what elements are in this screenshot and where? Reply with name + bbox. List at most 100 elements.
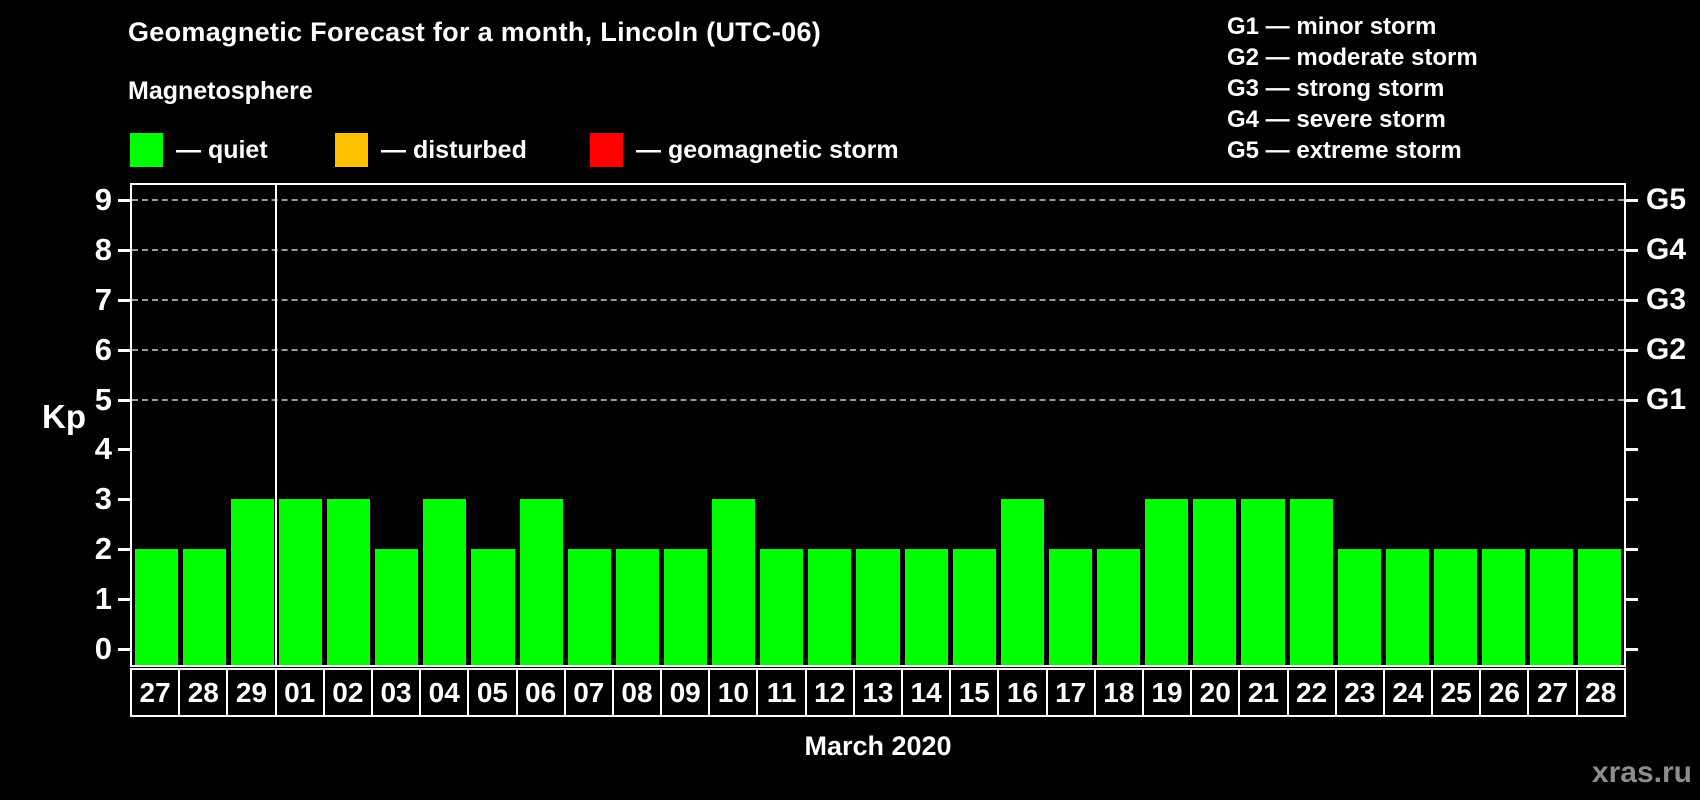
storm-scale-legend-line: G5 — extreme storm bbox=[1227, 137, 1462, 164]
kp-bar-day-27 bbox=[134, 549, 178, 665]
day-label: 13 bbox=[855, 670, 903, 715]
kp-bar-day-28 bbox=[1578, 549, 1622, 665]
legend-item-label: — geomagnetic storm bbox=[636, 135, 899, 164]
kp-bar-day-29 bbox=[230, 499, 274, 665]
gridline-kp9 bbox=[132, 198, 1624, 201]
right-axis-tick bbox=[1626, 248, 1638, 252]
kp-bar-day-13 bbox=[856, 549, 900, 665]
legend-item-disturbed: — disturbed bbox=[335, 132, 527, 168]
kp-bar-day-17 bbox=[1048, 549, 1093, 665]
day-label: 04 bbox=[421, 670, 470, 715]
day-label: 27 bbox=[132, 670, 181, 715]
day-label: 18 bbox=[1096, 670, 1144, 715]
kp-bar-day-24 bbox=[1385, 549, 1429, 665]
gridline-kp7 bbox=[132, 298, 1624, 301]
day-label: 11 bbox=[758, 670, 807, 715]
quiet-color-swatch bbox=[130, 133, 163, 167]
kp-bar-day-02 bbox=[327, 499, 371, 665]
y-axis-tick bbox=[118, 598, 130, 602]
legend-item-label: — quiet bbox=[176, 135, 268, 164]
x-axis-day-labels: 27 28 29 01 02 03 04 05 06 07 08 09 10 11 12 13 14 15 16 17… bbox=[130, 668, 1626, 717]
disturbed-color-swatch bbox=[335, 133, 368, 167]
day-label: 28 bbox=[180, 670, 229, 715]
y-axis-tick bbox=[118, 298, 130, 302]
right-axis-tick bbox=[1626, 298, 1638, 302]
right-axis-label-g4: G4 bbox=[1646, 232, 1687, 266]
right-axis-tick bbox=[1626, 648, 1638, 651]
day-label: 23 bbox=[1337, 670, 1385, 715]
storm-scale-legend-line: G4 — severe storm bbox=[1227, 106, 1446, 133]
day-label: 17 bbox=[1048, 670, 1096, 715]
day-label: 28 bbox=[1585, 676, 1617, 708]
kp-bar-day-22 bbox=[1289, 499, 1333, 665]
y-tick-label: 0 bbox=[94, 631, 112, 666]
gridline-kp5 bbox=[132, 398, 1624, 401]
month-boundary-line bbox=[275, 185, 278, 665]
day-label: 03 bbox=[373, 670, 422, 715]
y-tick-label: 4 bbox=[94, 431, 112, 467]
x-axis-title: March 2020 bbox=[804, 731, 952, 761]
day-label: 26 bbox=[1481, 670, 1530, 715]
day-label: 09 bbox=[662, 670, 711, 715]
kp-bar-day-16 bbox=[1000, 499, 1044, 665]
y-tick-label: 5 bbox=[94, 381, 112, 417]
right-axis-label-g5: G5 bbox=[1646, 182, 1687, 216]
day-label: 25 bbox=[1433, 670, 1482, 715]
day-label: 24 bbox=[1385, 670, 1434, 715]
day-label: 29 bbox=[228, 670, 277, 715]
y-axis-tick bbox=[118, 348, 130, 352]
storm-scale-legend-line: G1 — minor storm bbox=[1227, 13, 1437, 40]
right-axis-label-g2: G2 bbox=[1646, 332, 1687, 366]
y-tick-label: 3 bbox=[94, 481, 112, 517]
day-label: 21 bbox=[1240, 670, 1289, 715]
y-tick-label: 2 bbox=[94, 531, 112, 567]
geomagnetic-storm-color-swatch bbox=[590, 133, 623, 167]
watermark: xras.ru bbox=[1591, 756, 1692, 789]
legend-item-quiet: — quiet bbox=[130, 132, 268, 168]
kp-bar-day-25 bbox=[1433, 549, 1478, 665]
kp-bar-day-01 bbox=[278, 499, 322, 665]
day-label: 01 bbox=[277, 670, 325, 715]
day-label: 15 bbox=[951, 670, 1000, 715]
right-axis-tick bbox=[1626, 598, 1638, 602]
kp-bar-day-28 bbox=[182, 549, 226, 665]
day-label: 08 bbox=[614, 670, 663, 715]
day-label: 20 bbox=[1192, 670, 1241, 715]
kp-bar-day-26 bbox=[1482, 549, 1526, 665]
kp-bar-day-15 bbox=[952, 549, 996, 665]
day-label: 16 bbox=[999, 670, 1048, 715]
kp-bar-day-03 bbox=[375, 549, 419, 665]
kp-bar-day-18 bbox=[1097, 549, 1141, 665]
day-label: 02 bbox=[325, 670, 373, 715]
day-label: 22 bbox=[1289, 670, 1337, 715]
day-label: 07 bbox=[566, 670, 614, 715]
right-axis-tick bbox=[1626, 548, 1638, 552]
y-axis-tick bbox=[118, 648, 130, 651]
kp-bar-day-19 bbox=[1145, 499, 1189, 665]
y-axis-tick bbox=[118, 548, 130, 552]
storm-scale-legend: G1 — minor storm G2 — moderate storm G3 — … bbox=[1227, 11, 1478, 166]
kp-bar-day-07 bbox=[567, 549, 611, 665]
day-label: 06 bbox=[518, 670, 566, 715]
day-label: 12 bbox=[807, 670, 855, 715]
kp-bar-day-12 bbox=[808, 549, 852, 665]
right-axis-label-g1: G1 bbox=[1646, 382, 1687, 416]
y-tick-label: 6 bbox=[94, 331, 112, 367]
y-axis-tick bbox=[118, 198, 130, 202]
y-tick-label: 9 bbox=[94, 181, 112, 217]
y-tick-label: 7 bbox=[94, 281, 112, 317]
gridline-kp8 bbox=[132, 248, 1624, 251]
right-axis-tick bbox=[1626, 198, 1638, 202]
kp-bar-day-20 bbox=[1193, 499, 1237, 665]
chart-plot-area bbox=[118, 183, 1638, 667]
day-label: 14 bbox=[903, 670, 952, 715]
right-axis-tick bbox=[1626, 448, 1638, 452]
right-axis-tick bbox=[1626, 498, 1638, 502]
kp-bar-day-14 bbox=[904, 549, 948, 665]
kp-bar-day-23 bbox=[1337, 549, 1381, 665]
y-axis-tick bbox=[118, 498, 130, 502]
kp-bar-day-06 bbox=[519, 499, 563, 665]
kp-bar-day-09 bbox=[663, 549, 708, 665]
kp-bar-day-08 bbox=[615, 549, 659, 665]
y-axis-tick bbox=[118, 398, 130, 402]
